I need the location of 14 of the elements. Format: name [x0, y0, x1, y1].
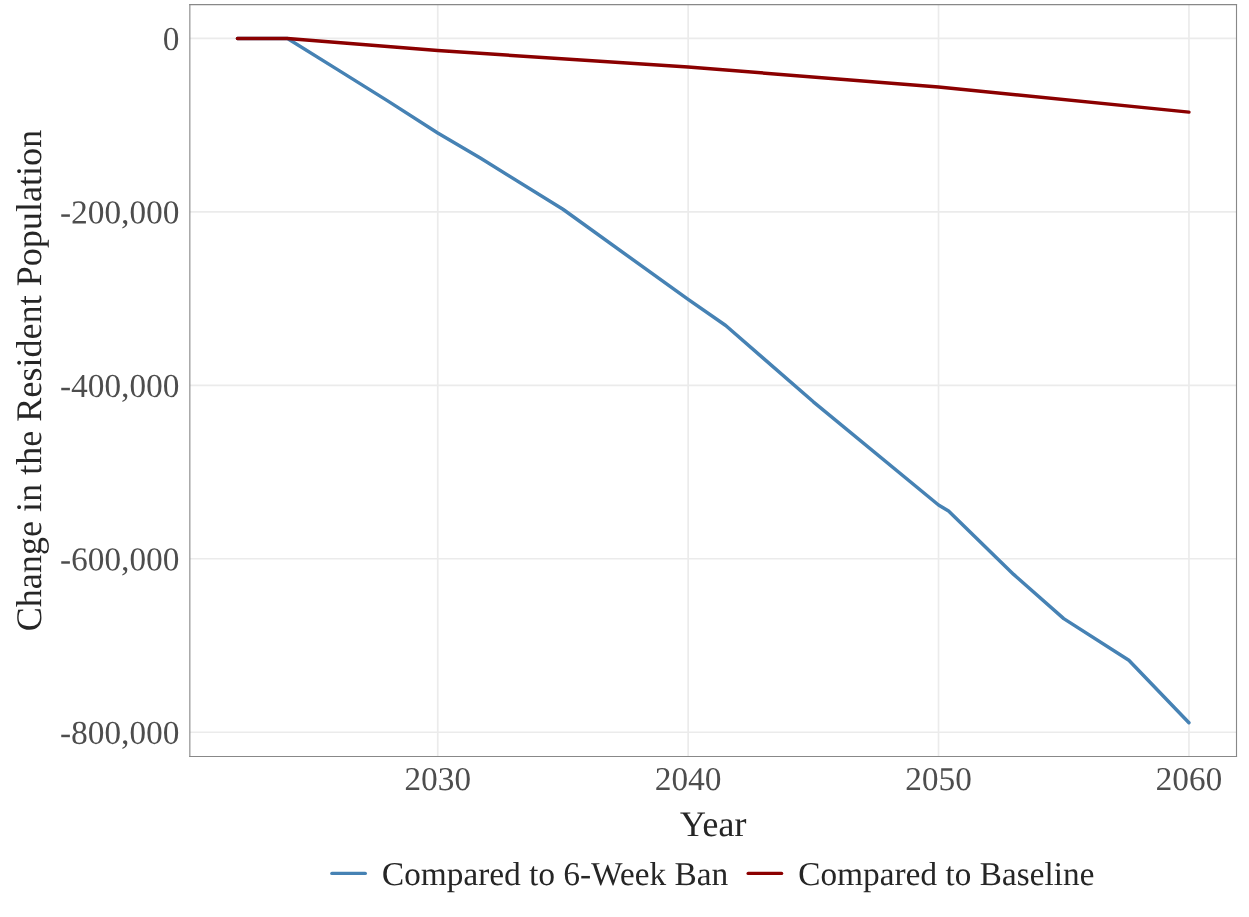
y-tick-label: -400,000 [61, 374, 179, 403]
legend-label: Compared to Baseline [799, 861, 1094, 893]
y-axis-title: Change in the Resident Population [16, 130, 49, 630]
x-axis-title: Year [680, 812, 747, 837]
y-tick-label: 0 [164, 27, 179, 51]
y-tick-label: -800,000 [61, 721, 179, 749]
legend-label: Compared to 6-Week Ban [383, 861, 728, 893]
y-tick-label: -200,000 [61, 201, 179, 229]
line-series [235, 36, 1191, 114]
y-tick-label: -600,000 [61, 548, 179, 576]
x-tick-label: 2040 [656, 767, 721, 791]
x-tick-label: 2060 [1157, 767, 1221, 791]
x-tick-label: 2050 [906, 767, 971, 791]
x-tick-label: 2030 [405, 767, 470, 791]
